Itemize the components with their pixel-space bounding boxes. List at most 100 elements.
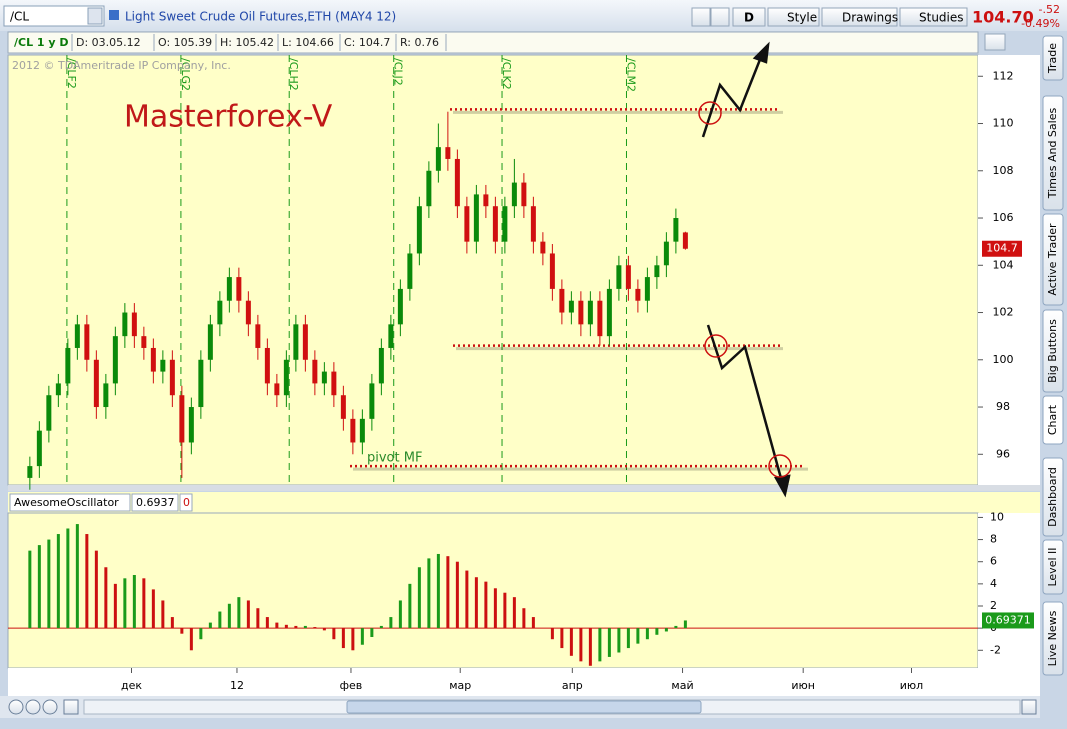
y-tick-label: 112	[993, 69, 1014, 82]
osc-bar	[484, 581, 488, 629]
osc-bar	[85, 534, 89, 629]
osc-bar	[617, 628, 621, 653]
candle-body	[131, 312, 137, 337]
osc-bar	[408, 583, 412, 629]
contract-label: /CLK2	[500, 58, 513, 90]
osc-bar	[142, 578, 146, 629]
scroll-right[interactable]	[1021, 699, 1037, 715]
candle-body	[378, 347, 384, 384]
osc-bar	[436, 553, 440, 629]
y-tick-label: 104	[993, 258, 1014, 271]
osc-bar	[474, 577, 478, 629]
side-tab[interactable]	[1042, 457, 1064, 537]
candle-body	[312, 359, 318, 384]
price-axis	[978, 55, 1040, 485]
candle-body	[74, 324, 80, 348]
side-tab-label: Chart	[1046, 404, 1059, 435]
button[interactable]	[732, 7, 766, 27]
osc-bar	[294, 625, 298, 629]
candle-body	[331, 371, 337, 396]
osc-bar	[113, 583, 117, 629]
candle-body	[141, 336, 147, 348]
candle-body	[65, 347, 71, 384]
side-tab[interactable]	[1042, 35, 1064, 81]
tool-button[interactable]	[691, 7, 711, 27]
side-tab-label: Live News	[1046, 610, 1059, 666]
osc-bar	[56, 534, 60, 629]
candle-body	[27, 466, 33, 478]
osc-bar	[332, 628, 336, 640]
candle-body	[483, 194, 489, 207]
x-tick-label: 12	[230, 679, 244, 692]
osc-bar	[180, 628, 184, 634]
osc-bar	[322, 628, 326, 631]
side-tab-label: Dashboard	[1046, 467, 1059, 527]
candle-body	[112, 336, 118, 384]
candle-body	[682, 232, 688, 249]
contract-label: /CLJ2	[392, 58, 405, 86]
candle-body	[160, 359, 166, 372]
date-axis	[8, 668, 1040, 696]
last-price: 104.70	[972, 8, 1034, 27]
osc-bar	[522, 608, 526, 629]
osc-bar	[94, 550, 98, 629]
price-badge	[982, 240, 1022, 257]
symbol-box[interactable]	[3, 5, 105, 27]
side-tab[interactable]	[1042, 95, 1064, 211]
side-tab[interactable]	[1042, 309, 1064, 393]
side-tab[interactable]	[1042, 213, 1064, 306]
candle-body	[625, 265, 631, 289]
osc-bar	[569, 628, 573, 656]
candle-body	[46, 395, 52, 431]
scroll-thumb[interactable]	[346, 700, 702, 714]
candle-body	[616, 265, 622, 289]
candle-body	[207, 324, 213, 360]
candle-body	[464, 206, 470, 242]
x-tick-label: май	[671, 679, 693, 692]
change-percent: -0.49%	[1021, 17, 1060, 30]
candle-body	[540, 241, 546, 254]
candle-body	[549, 253, 555, 289]
osc-bar	[427, 558, 431, 629]
button[interactable]	[767, 7, 820, 27]
osc-pane	[7, 512, 979, 669]
zoom-button[interactable]	[8, 699, 24, 715]
osc-bar	[683, 620, 687, 629]
osc-bar	[227, 603, 231, 629]
watermark: 2012 © TDAmeritrade IP Company, Inc.	[12, 59, 231, 72]
candle-body	[283, 359, 289, 396]
hand-button[interactable]	[63, 699, 79, 715]
side-tab-label: Big Buttons	[1046, 319, 1059, 383]
candle-body	[606, 288, 612, 337]
candle-body	[635, 288, 641, 301]
drawing-circles	[698, 101, 792, 478]
button-label: Style	[787, 11, 817, 25]
arrowhead	[752, 41, 770, 64]
osc-bar	[351, 628, 355, 651]
button-label: D	[744, 11, 754, 25]
candle-body	[454, 158, 460, 207]
contract-label: /CLM2	[624, 58, 637, 92]
osc-bar	[560, 628, 564, 649]
zoom-button[interactable]	[25, 699, 41, 715]
button[interactable]	[821, 7, 898, 27]
button[interactable]	[899, 7, 968, 27]
side-tab[interactable]	[1042, 395, 1064, 445]
tool-button[interactable]	[710, 7, 730, 27]
y-tick-label: 10	[990, 510, 1004, 523]
snapshot-button[interactable]	[984, 33, 1006, 51]
y-tick-label: 4	[990, 577, 997, 590]
side-tab[interactable]	[1042, 601, 1064, 676]
osc-bar	[170, 617, 174, 629]
arrow-up	[701, 51, 765, 138]
candle-body	[587, 300, 593, 325]
y-tick-label: 102	[993, 306, 1014, 319]
symbol-dropdown[interactable]	[87, 7, 103, 25]
side-tab[interactable]	[1042, 539, 1064, 595]
candle-body	[416, 206, 422, 254]
candle-body	[654, 265, 660, 278]
osc-bar	[237, 597, 241, 629]
zoom-button[interactable]	[42, 699, 58, 715]
osc-bar	[37, 545, 41, 629]
